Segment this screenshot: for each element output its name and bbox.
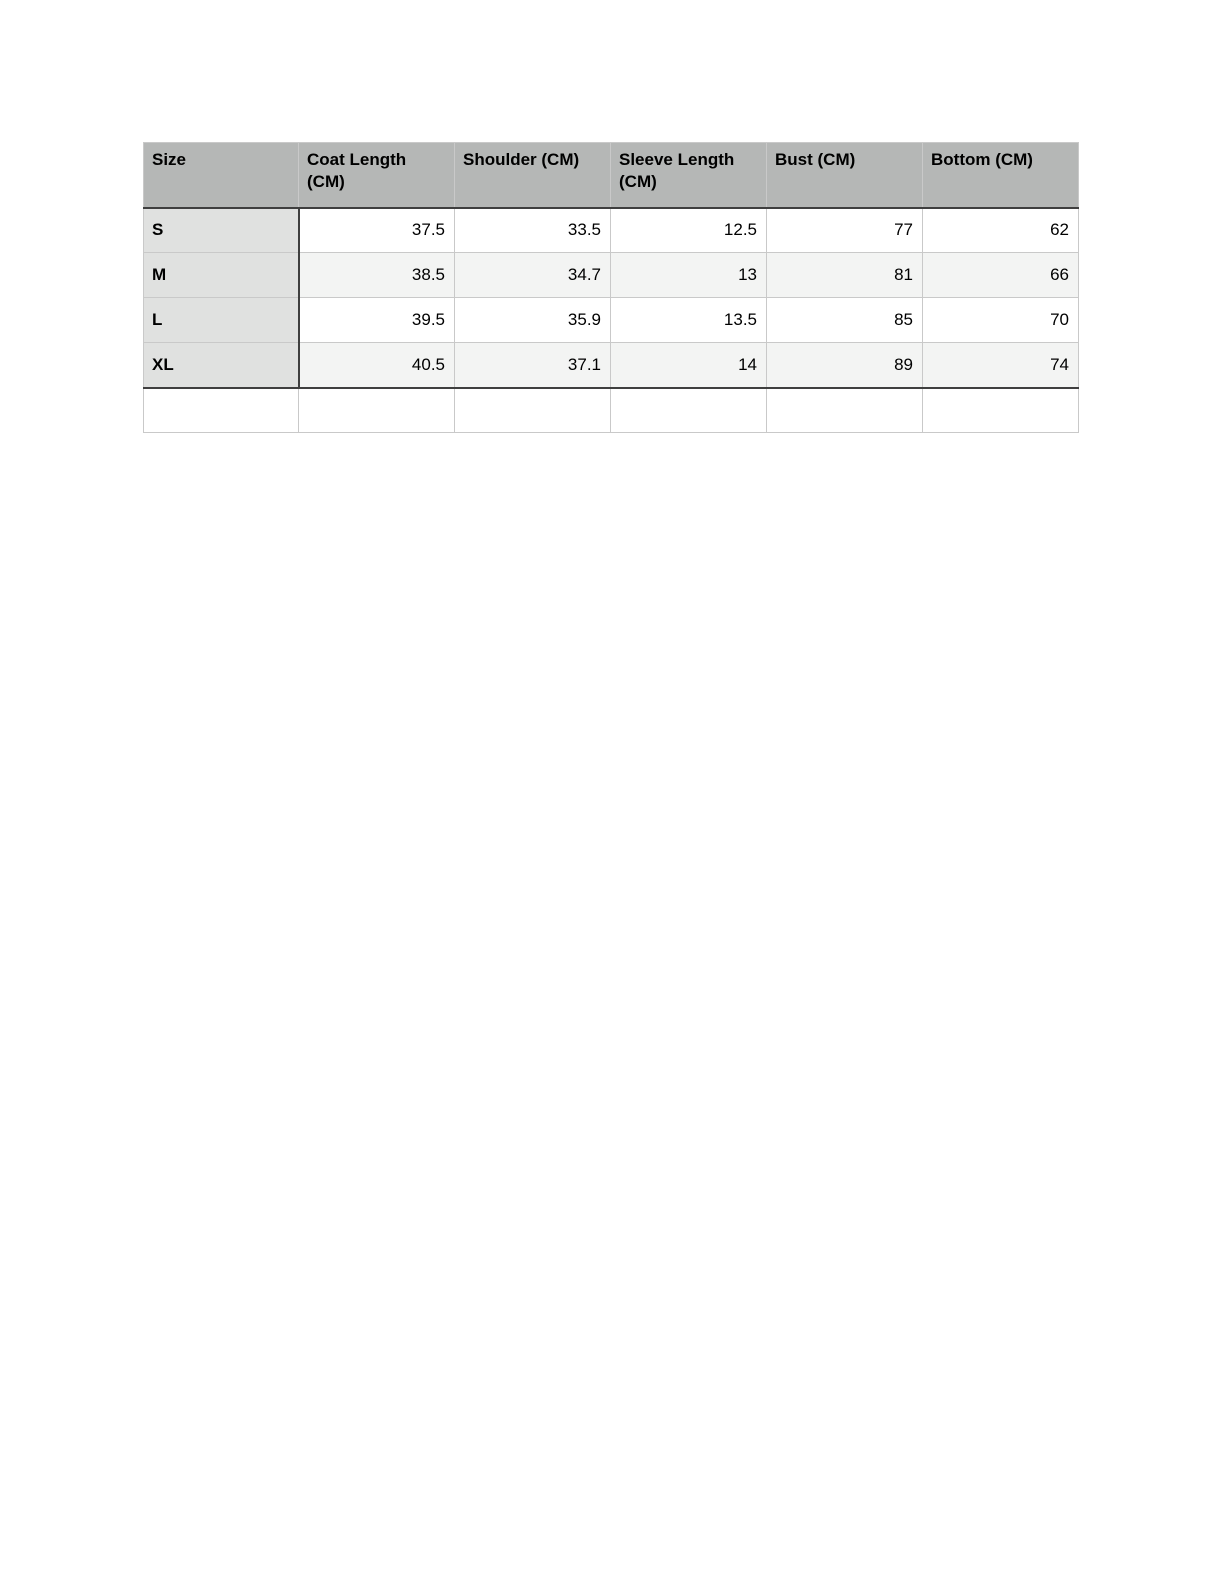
bottom-cell: 66 xyxy=(922,252,1079,298)
column-header-sleeve-length: Sleeve Length (CM) xyxy=(610,142,767,209)
shoulder-cell: 35.9 xyxy=(454,297,611,343)
column-header-bust: Bust (CM) xyxy=(766,142,923,209)
coat-length-cell: 37.5 xyxy=(298,207,455,253)
table-row-l: L 39.5 35.9 13.5 85 70 xyxy=(143,297,1079,343)
size-label-cell: S xyxy=(143,207,300,253)
bust-cell: 81 xyxy=(766,252,923,298)
sleeve-length-cell: 12.5 xyxy=(610,207,767,253)
bust-cell: 89 xyxy=(766,342,923,389)
size-chart-table-container: Size Coat Length (CM) Shoulder (CM) Slee… xyxy=(143,142,1079,433)
column-header-shoulder: Shoulder (CM) xyxy=(454,142,611,209)
table-row-empty xyxy=(143,387,1079,433)
empty-cell xyxy=(143,387,299,433)
table-header: Size Coat Length (CM) Shoulder (CM) Slee… xyxy=(143,142,1079,209)
size-chart-table: Size Coat Length (CM) Shoulder (CM) Slee… xyxy=(143,142,1079,433)
size-label-cell: L xyxy=(143,297,300,343)
column-header-coat-length: Coat Length (CM) xyxy=(298,142,455,209)
table-row-m: M 38.5 34.7 13 81 66 xyxy=(143,252,1079,298)
empty-cell xyxy=(610,387,767,433)
column-header-size: Size xyxy=(143,142,299,209)
empty-cell xyxy=(298,387,455,433)
table-row-xl: XL 40.5 37.1 14 89 74 xyxy=(143,342,1079,389)
coat-length-cell: 40.5 xyxy=(298,342,455,389)
shoulder-cell: 34.7 xyxy=(454,252,611,298)
bottom-cell: 62 xyxy=(922,207,1079,253)
sleeve-length-cell: 13 xyxy=(610,252,767,298)
sleeve-length-cell: 14 xyxy=(610,342,767,389)
column-header-bottom: Bottom (CM) xyxy=(922,142,1079,209)
empty-cell xyxy=(766,387,923,433)
coat-length-cell: 38.5 xyxy=(298,252,455,298)
table-body: S 37.5 33.5 12.5 77 62 M 38.5 34.7 13 81… xyxy=(143,207,1079,433)
size-label-cell: XL xyxy=(143,342,300,389)
table-row-s: S 37.5 33.5 12.5 77 62 xyxy=(143,207,1079,253)
empty-cell xyxy=(454,387,611,433)
empty-cell xyxy=(922,387,1079,433)
bottom-cell: 74 xyxy=(922,342,1079,389)
sleeve-length-cell: 13.5 xyxy=(610,297,767,343)
coat-length-cell: 39.5 xyxy=(298,297,455,343)
bust-cell: 85 xyxy=(766,297,923,343)
size-label-cell: M xyxy=(143,252,300,298)
shoulder-cell: 33.5 xyxy=(454,207,611,253)
header-row: Size Coat Length (CM) Shoulder (CM) Slee… xyxy=(143,142,1079,209)
bust-cell: 77 xyxy=(766,207,923,253)
bottom-cell: 70 xyxy=(922,297,1079,343)
shoulder-cell: 37.1 xyxy=(454,342,611,389)
